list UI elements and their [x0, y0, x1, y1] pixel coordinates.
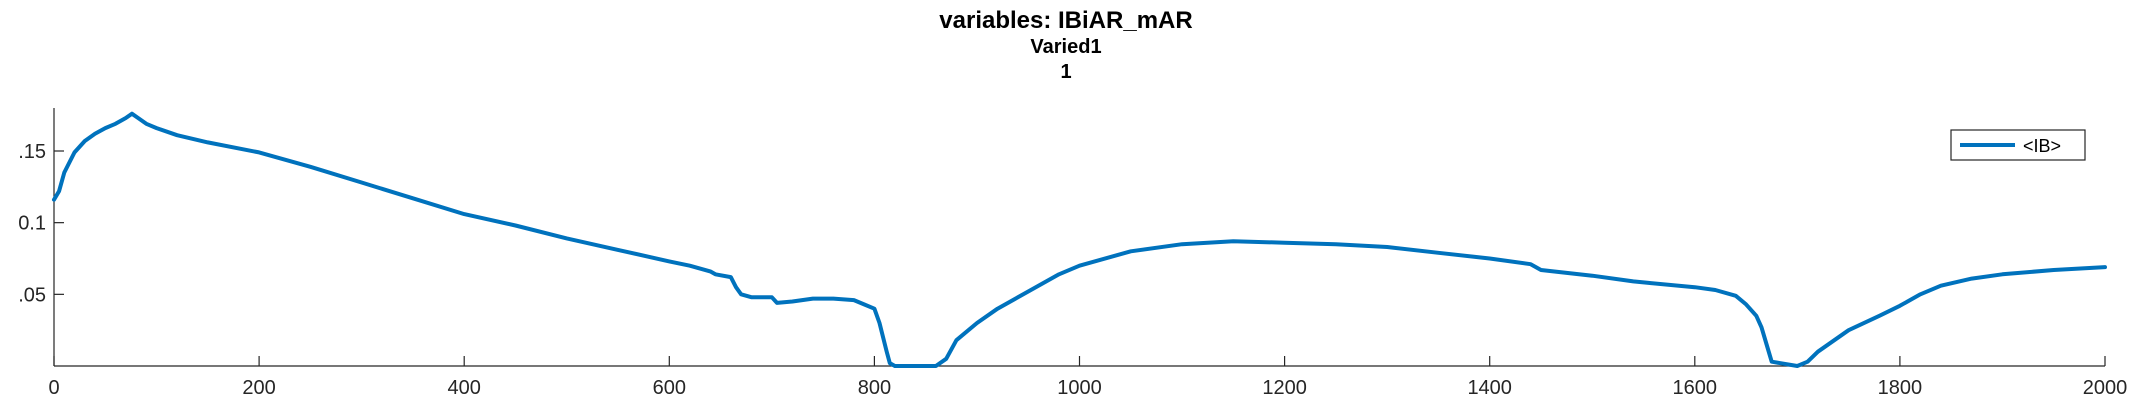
y-tick-label: 0.1 — [18, 213, 46, 235]
x-tick-label: 0 — [48, 377, 59, 399]
x-tick-label: 1600 — [1673, 377, 1718, 399]
x-tick-label: 200 — [242, 377, 275, 399]
x-tick-label: 800 — [858, 377, 891, 399]
axes — [53, 108, 2105, 367]
x-tick-label: 1400 — [1467, 377, 1512, 399]
series-layer — [52, 111, 2107, 368]
x-ticks: 0 200 400 600 800 1000 1200 1400 1600 1800 2000 — [48, 356, 2127, 399]
x-tick-label: 600 — [653, 377, 686, 399]
legend-entry-label: <IB> — [2023, 136, 2061, 156]
chart-subtitle-2: 1 — [1060, 61, 1071, 83]
chart-subtitle: Varied1 — [1030, 36, 1101, 58]
y-ticks: .05 0.1 .15 — [18, 141, 64, 306]
y-tick-label: .15 — [18, 141, 46, 163]
x-tick-label: 400 — [448, 377, 481, 399]
x-tick-label: 2000 — [2083, 377, 2128, 399]
legend[interactable]: <IB> — [1950, 129, 2086, 161]
series-line — [52, 111, 2107, 368]
x-tick-label: 1800 — [1878, 377, 1923, 399]
y-tick-label: .05 — [18, 284, 46, 306]
chart-title: variables: IBiAR_mAR — [939, 7, 1192, 34]
x-tick-label: 1200 — [1262, 377, 1307, 399]
x-tick-label: 1000 — [1057, 377, 1102, 399]
